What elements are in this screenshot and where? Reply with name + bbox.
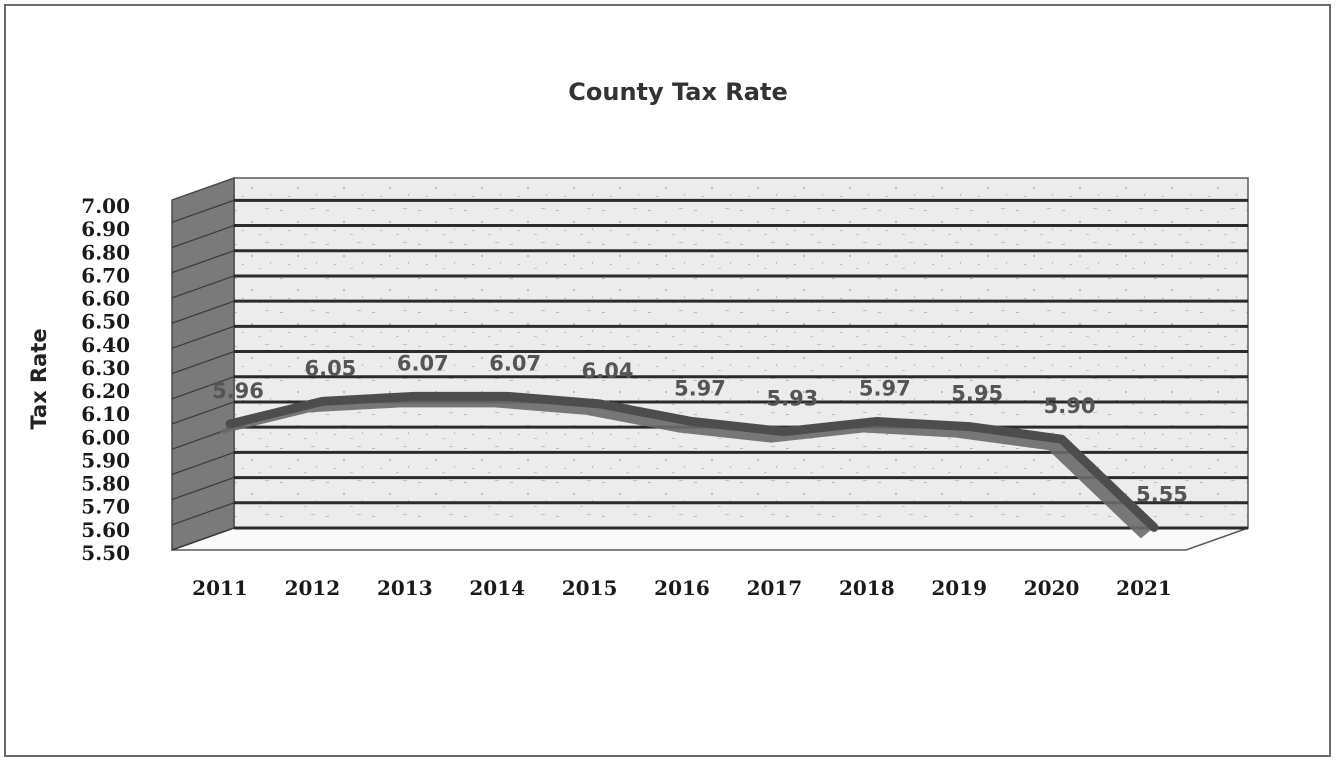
y-tick-label: 7.00: [81, 194, 130, 218]
data-point: [412, 394, 417, 399]
side-gridline: [171, 300, 235, 324]
side-gridline: [171, 451, 235, 475]
side-gridline: [171, 325, 235, 349]
data-point: [597, 401, 602, 406]
chart-title: County Tax Rate: [568, 78, 787, 106]
y-tick-label: 5.80: [81, 472, 130, 496]
x-tick-label: 2018: [839, 576, 895, 600]
y-tick-label: 5.50: [81, 541, 130, 565]
side-gridline: [171, 199, 235, 223]
data-label: 6.07: [489, 351, 541, 375]
x-tick-label: 2020: [1024, 576, 1080, 600]
y-tick-label: 6.00: [81, 425, 130, 449]
y-tick-label: 6.50: [81, 310, 130, 334]
y-tick-label: 6.80: [81, 240, 130, 264]
data-point: [1059, 437, 1064, 442]
x-axis-ticks: 2011 2012 2013 2014 2015 2016 2017 2018 2019 2020…: [192, 576, 1172, 600]
data-point: [505, 394, 510, 399]
data-point: [690, 419, 694, 424]
data-label: 6.05: [304, 356, 356, 380]
series-ribbon: [216, 396, 1155, 539]
data-label: 6.04: [582, 359, 634, 383]
side-gridline: [171, 401, 235, 425]
data-point: [782, 429, 787, 434]
y-tick-label: 6.60: [81, 287, 130, 311]
y-tick-label: 6.40: [81, 333, 130, 357]
x-tick-label: 2014: [469, 576, 525, 600]
x-tick-label: 2021: [1116, 576, 1172, 600]
x-tick-label: 2012: [285, 576, 341, 600]
y-tick-label: 5.90: [81, 448, 130, 472]
side-gridline: [171, 376, 235, 400]
data-label: 5.90: [1044, 394, 1096, 418]
y-tick-label: 5.70: [81, 495, 130, 519]
side-gridline: [171, 502, 235, 526]
y-tick-label: 6.10: [81, 402, 130, 426]
data-point: [320, 399, 325, 404]
side-gridline: [171, 477, 235, 501]
data-point: [967, 424, 972, 429]
y-axis-ticks: 7.006.906.806.706.606.506.406.306.206.10…: [81, 194, 130, 565]
data-point: [228, 422, 232, 427]
side-gridline: [171, 527, 235, 551]
x-tick-label: 2016: [654, 576, 710, 600]
x-tick-label: 2019: [931, 576, 987, 600]
data-label: 5.96: [212, 379, 264, 403]
side-wall: [171, 176, 235, 552]
y-tick-label: 6.30: [81, 356, 130, 380]
data-label: 6.07: [397, 351, 449, 375]
x-tick-label: 2011: [192, 576, 248, 600]
side-gridline: [171, 350, 235, 375]
data-labels: 5.96 6.05 6.07 6.07 6.04 5.97 5.93 5.97 5.95 5.90…: [212, 351, 1188, 506]
x-tick-label: 2015: [562, 576, 618, 600]
data-label: 5.97: [859, 377, 911, 401]
x-tick-label: 2013: [377, 576, 433, 600]
data-label: 5.93: [766, 387, 818, 411]
side-gridline: [171, 224, 235, 249]
y-axis-label: Tax Rate: [27, 328, 51, 429]
y-tick-label: 6.20: [81, 379, 130, 403]
data-label: 5.97: [674, 377, 726, 401]
y-tick-label: 6.70: [81, 263, 130, 287]
floor: [171, 527, 1249, 551]
x-tick-label: 2017: [747, 576, 803, 600]
data-point: [874, 419, 879, 424]
plot-area: [171, 176, 1249, 552]
data-point: [1152, 525, 1156, 530]
data-label: 5.95: [951, 382, 1003, 406]
side-gridline: [171, 250, 235, 274]
y-tick-label: 5.60: [81, 518, 130, 542]
y-tick-label: 6.90: [81, 217, 130, 241]
side-gridline: [171, 275, 235, 299]
data-label: 5.55: [1136, 482, 1188, 506]
